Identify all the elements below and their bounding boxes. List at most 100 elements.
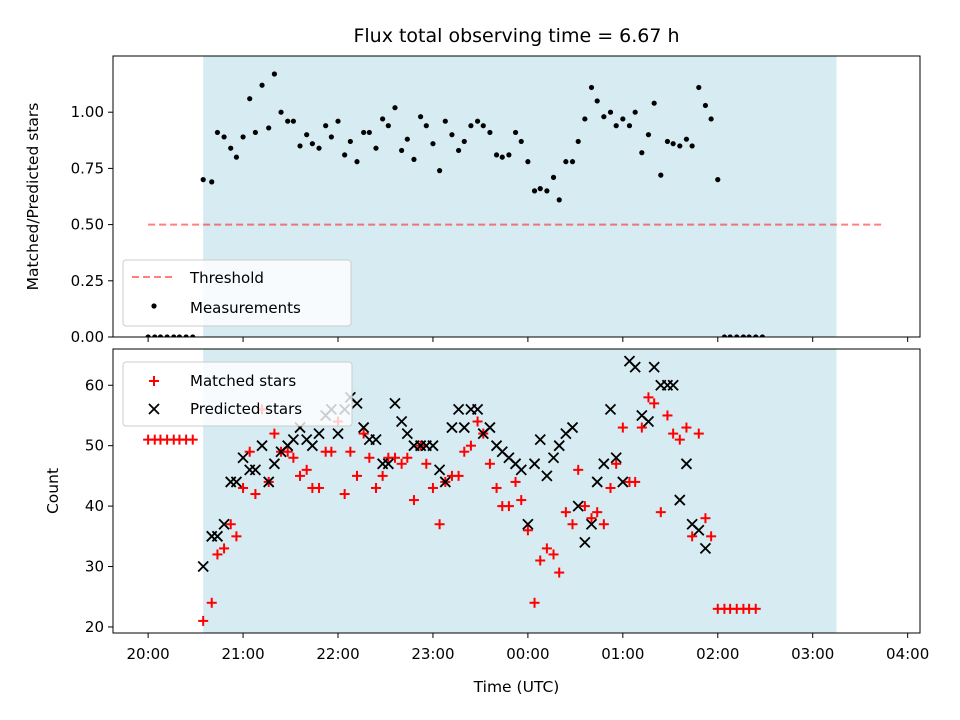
- matched-stars-point: [649, 398, 660, 409]
- matched-stars-point: [339, 489, 350, 500]
- y-tick-label: 30: [85, 558, 104, 576]
- measurement-point: [221, 134, 227, 140]
- matched-stars-point: [212, 549, 223, 560]
- predicted-stars-point: [370, 434, 382, 446]
- predicted-stars-point: [313, 427, 325, 440]
- predicted-stars-point: [230, 476, 243, 488]
- matched-stars-point: [662, 410, 673, 421]
- measurement-point: [779, 0, 784, 3]
- measurement-point: [183, 334, 189, 337]
- predicted-stars-point: [591, 476, 603, 488]
- measurement-point: [727, 334, 733, 337]
- matched-stars-point: [301, 464, 312, 475]
- predicted-stars-point: [553, 440, 565, 452]
- matched-stars-point: [560, 507, 571, 518]
- matched-stars-point: [706, 531, 717, 542]
- measurement-point: [430, 141, 436, 147]
- measurement-point: [361, 129, 367, 136]
- predicted-stars-point: [218, 518, 230, 530]
- y-tick-label: 0.50: [71, 216, 104, 234]
- measurement-point: [860, 0, 865, 3]
- predicted-stars-point: [263, 476, 275, 488]
- predicted-stars-point: [395, 415, 408, 428]
- predicted-stars-point: [287, 434, 300, 446]
- measurement-point: [798, 0, 803, 3]
- measurement-point: [582, 116, 588, 122]
- matched-stars-point: [472, 416, 483, 427]
- measurement-point: [474, 118, 481, 124]
- matched-stars-point: [377, 470, 388, 481]
- predicted-stars-point: [667, 379, 679, 391]
- matched-stars-point: [693, 428, 704, 439]
- measurement-point: [297, 143, 303, 149]
- matched-stars-point: [541, 543, 552, 554]
- predicted-stars-point: [452, 403, 465, 416]
- measurement-point: [829, 0, 834, 3]
- measurement-point: [499, 154, 505, 160]
- matched-stars-point: [219, 543, 230, 554]
- matched-stars-point: [364, 452, 375, 463]
- measurement-point: [164, 334, 170, 337]
- matched-stars-point: [295, 470, 306, 481]
- predicted-stars-point: [351, 397, 363, 410]
- matched-stars-point: [269, 428, 280, 439]
- y-tick-label: 60: [85, 376, 104, 394]
- predicted-stars-point: [572, 500, 584, 512]
- legend-measurements-label: Measurements: [190, 299, 301, 317]
- measurement-point: [575, 138, 581, 145]
- measurement-point: [342, 152, 348, 158]
- top-legend-frame: [122, 259, 352, 327]
- matched-stars-point: [282, 446, 293, 457]
- predicted-stars-point: [585, 518, 598, 530]
- legend-matched-label: Matched stars: [190, 372, 296, 390]
- measurement-point: [537, 186, 543, 192]
- matched-stars-point: [250, 489, 261, 500]
- predicted-stars-point: [433, 464, 446, 476]
- x-tick-label: 03:00: [791, 645, 834, 663]
- legend-x-marker: [148, 403, 160, 415]
- measurement-point: [746, 334, 752, 337]
- predicted-stars-point: [197, 560, 209, 573]
- predicted-stars-point: [522, 518, 534, 530]
- measurement-point: [803, 0, 808, 3]
- predicted-stars-point: [211, 530, 224, 542]
- measurement-point: [468, 123, 474, 129]
- measurement-point: [867, 0, 872, 3]
- legend-predicted-swatch: [148, 403, 160, 415]
- measurement-point: [651, 100, 657, 106]
- legend-plus-marker: [149, 376, 159, 386]
- matched-stars-point: [408, 495, 419, 506]
- matched-stars-point: [668, 428, 679, 439]
- predicted-stars-point: [598, 458, 610, 470]
- matched-stars-point: [491, 482, 502, 493]
- panel-1-frame: [112, 348, 921, 634]
- predicted-stars-point: [458, 421, 470, 434]
- measurement-point: [366, 129, 372, 136]
- measurement-point: [240, 134, 246, 140]
- measurement-point: [512, 129, 519, 136]
- measurement-point: [664, 138, 671, 145]
- measurement-point: [480, 123, 486, 129]
- measurement-point: [639, 150, 645, 156]
- predicted-stars-point: [237, 452, 249, 464]
- predicted-stars-point: [604, 403, 617, 416]
- y-tick-label: 0.75: [71, 159, 104, 177]
- measurement-point: [759, 334, 765, 337]
- matched-stars-point: [605, 482, 616, 493]
- measurement-point: [271, 71, 277, 77]
- x-tick-label: 23:00: [411, 645, 454, 663]
- measurement-point: [418, 114, 424, 120]
- predicted-stars-point: [541, 470, 553, 482]
- measurement-point: [290, 118, 296, 124]
- x-tick-label: 02:00: [696, 645, 739, 663]
- measurement-point: [810, 0, 815, 3]
- measurement-point: [696, 84, 702, 91]
- matched-stars-point: [402, 452, 413, 463]
- measurement-point: [278, 109, 284, 115]
- matched-stars-point: [579, 501, 590, 512]
- measurement-point: [247, 96, 253, 102]
- predicted-stars-point: [382, 458, 394, 470]
- matched-stars-point: [592, 507, 603, 518]
- measurement-point: [411, 156, 417, 163]
- measurement-point: [209, 179, 215, 185]
